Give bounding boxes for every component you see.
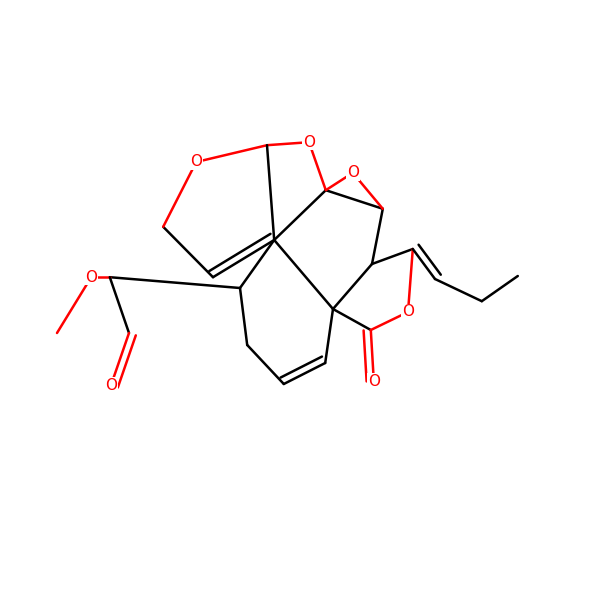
- Text: O: O: [347, 165, 359, 180]
- Text: O: O: [303, 134, 315, 149]
- Text: O: O: [105, 378, 117, 393]
- Text: O: O: [190, 154, 202, 169]
- Text: O: O: [402, 304, 414, 319]
- Text: O: O: [85, 269, 97, 284]
- Text: O: O: [368, 373, 380, 389]
